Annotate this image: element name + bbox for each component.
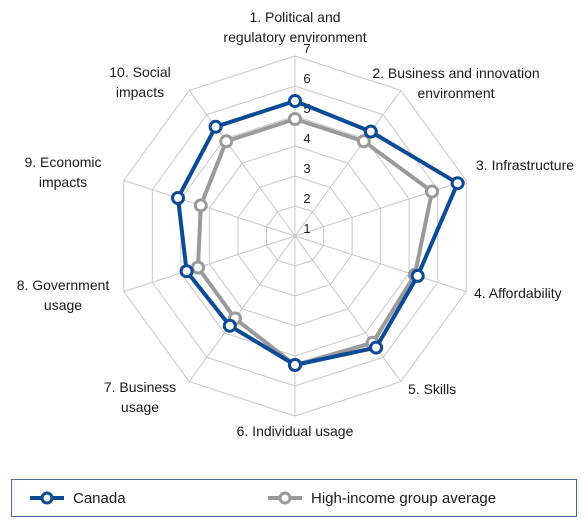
data-point (425, 184, 439, 199)
tick-label: 4 (303, 131, 310, 146)
grid-spoke (188, 90, 296, 237)
legend-item-canada: Canada (29, 480, 126, 516)
radial-tick-labels: 1 2 3 4 5 6 7 (303, 41, 310, 236)
data-point (288, 358, 302, 372)
data-point (191, 260, 205, 275)
grid-spoke (294, 235, 402, 382)
grid-spoke (123, 235, 296, 293)
data-point (356, 134, 371, 149)
data-point (193, 198, 208, 213)
data-point (179, 264, 194, 279)
data-point (288, 112, 302, 126)
data-point (208, 119, 223, 134)
grid-spoke (123, 179, 296, 237)
grid-spoke (188, 235, 296, 382)
data-point (222, 318, 237, 333)
axis-label-8: 8. Government usage (17, 277, 110, 313)
series-1 (191, 112, 439, 372)
axis-label-5: 5. Skills (408, 381, 456, 397)
series-layer (171, 94, 465, 372)
radar-chart: 1 2 3 4 5 6 7 1. Political and regulatory envir… (17, 9, 575, 439)
axis-label-6: 6. Individual usage (237, 423, 354, 439)
legend-marker-high-income (268, 491, 302, 505)
data-point (288, 94, 302, 108)
tick-label: 5 (303, 101, 310, 116)
tick-label: 1 (303, 221, 310, 236)
axis-label-10: 10. Social impacts (109, 64, 170, 100)
tick-label: 2 (303, 191, 310, 206)
data-point (171, 191, 185, 205)
grid-spoke (294, 90, 402, 237)
legend-item-high-income: High-income group average (267, 480, 496, 516)
data-point (450, 176, 465, 191)
tick-label: 7 (303, 41, 310, 56)
axis-label-9: 9. Economic impacts (24, 154, 101, 190)
axis-label-7: 7. Business usage (104, 379, 176, 415)
legend-label-high-income: High-income group average (311, 489, 497, 507)
legend: Canada High-income group average (11, 479, 577, 517)
data-point (410, 268, 425, 283)
axis-label-4: 4. Affordability (474, 285, 562, 301)
axis-label-1: 1. Political and regulatory environment (223, 9, 366, 45)
series-0 (171, 94, 465, 372)
tick-label: 6 (303, 71, 310, 86)
data-point (219, 134, 234, 149)
axis-label-2: 2. Business and innovation environment (372, 65, 539, 101)
tick-label: 3 (303, 161, 310, 176)
axis-labels: 1. Political and regulatory environment2.… (17, 9, 575, 439)
data-point (369, 340, 384, 355)
grid-spoke (294, 235, 467, 293)
legend-marker-canada (30, 491, 64, 505)
data-point (363, 124, 378, 139)
axis-label-3: 3. Infrastructure (476, 157, 574, 173)
legend-label-canada: Canada (73, 489, 126, 507)
radar-grid (123, 55, 467, 417)
